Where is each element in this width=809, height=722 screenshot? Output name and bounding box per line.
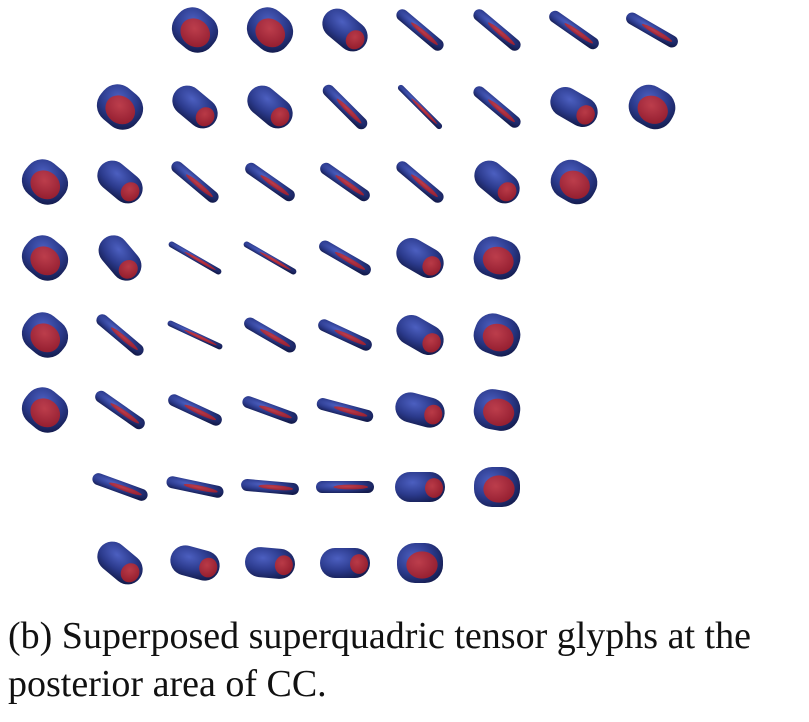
tensor-glyph [167, 320, 223, 350]
tensor-glyph [397, 543, 443, 583]
tensor-glyph [98, 235, 142, 281]
tensor-glyph [626, 12, 678, 48]
tensor-glyph [241, 478, 299, 496]
tensor-glyph [473, 9, 521, 51]
tensor-glyph [550, 159, 598, 205]
tensor-glyph [319, 240, 371, 276]
tensor-glyph [244, 317, 296, 353]
figure-caption: (b) Superposed superquadric tensor glyph… [8, 615, 751, 705]
tensor-glyph [473, 86, 521, 128]
tensor-glyph-figure [21, 7, 678, 585]
tensor-glyph [92, 473, 148, 501]
tensor-glyph [316, 398, 374, 422]
tensor-glyph [396, 315, 444, 355]
tensor-glyph [21, 312, 69, 358]
tensor-glyph [246, 7, 294, 53]
tensor-glyph [168, 394, 222, 426]
tensor-glyph [170, 545, 220, 581]
tensor-glyph [168, 241, 222, 275]
tensor-glyph [171, 7, 219, 53]
tensor-glyph [550, 87, 598, 127]
tensor-glyph [242, 396, 298, 424]
tensor-glyph [322, 8, 368, 52]
tensor-glyph [396, 238, 444, 278]
tensor-glyph [320, 548, 370, 578]
tensor-glyph [396, 161, 444, 203]
tensor-glyph [474, 160, 520, 204]
tensor-glyph [316, 481, 374, 493]
tensor-glyph [245, 547, 295, 579]
tensor-glyph [96, 314, 144, 356]
tensor-glyph [320, 162, 370, 202]
tensor-glyph [396, 9, 444, 51]
tensor-glyph [21, 235, 69, 281]
tensor-glyph [549, 10, 599, 50]
tensor-glyph [97, 541, 143, 585]
tensor-glyph [474, 467, 520, 507]
tensor-glyph [395, 392, 445, 428]
tensor-glyph [473, 389, 521, 431]
tensor-glyph [21, 159, 69, 205]
tensor-glyph [473, 236, 521, 280]
tensor-glyph [243, 241, 297, 275]
tensor-glyph [318, 319, 372, 351]
tensor-glyph [395, 472, 445, 502]
tensor-glyph [96, 84, 144, 130]
tensor-glyph [397, 84, 443, 130]
tensor-glyph [628, 84, 676, 130]
tensor-glyph [473, 313, 521, 357]
tensor-glyph [172, 85, 218, 129]
tensor-glyph [245, 162, 295, 202]
tensor-glyph [21, 387, 69, 433]
tensor-glyph [171, 161, 219, 203]
tensor-glyph [247, 85, 293, 129]
tensor-glyph [97, 160, 143, 204]
tensor-glyph [322, 84, 368, 130]
tensor-glyph [166, 476, 224, 498]
tensor-glyph [95, 390, 145, 430]
